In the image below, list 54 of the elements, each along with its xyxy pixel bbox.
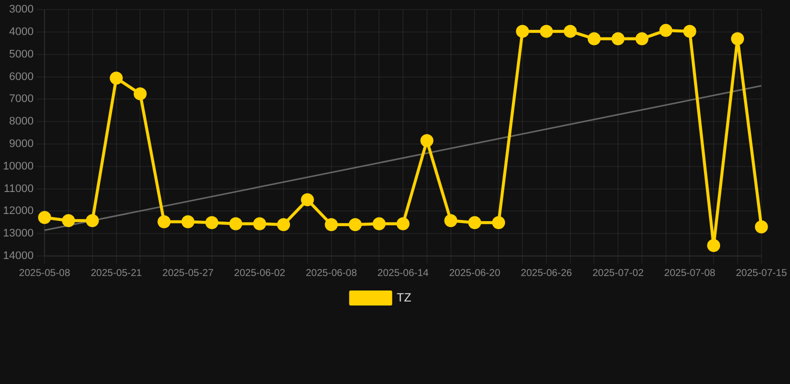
point <box>683 24 696 38</box>
y-tick-label: 7000 <box>9 93 34 106</box>
x-tick-label: 2025-07-02 <box>592 268 644 279</box>
x-tick-label: 2025-05-21 <box>90 268 142 279</box>
point <box>540 24 553 38</box>
y-tick-label: 8000 <box>9 116 34 128</box>
point <box>612 32 625 46</box>
point <box>635 32 648 46</box>
point <box>707 238 720 252</box>
y-tick-label: 10000 <box>2 160 34 172</box>
point <box>62 214 75 228</box>
y-tick-label: 9000 <box>9 138 34 150</box>
point <box>372 217 386 230</box>
y-tick-label: 5000 <box>9 48 34 60</box>
point <box>205 216 218 230</box>
point <box>492 216 506 230</box>
y-tick-label: 14000 <box>2 250 34 262</box>
x-tick-label: 2025-07-15 <box>736 268 788 279</box>
point <box>420 134 434 148</box>
point <box>396 217 410 230</box>
x-tick-label: 2025-05-08 <box>19 268 71 279</box>
point <box>277 218 290 232</box>
point <box>158 215 171 228</box>
point <box>468 216 482 230</box>
x-tick-label: 2025-07-08 <box>664 268 716 279</box>
y-tick-label: 11000 <box>4 182 34 195</box>
point <box>754 220 768 234</box>
point <box>659 24 672 37</box>
point <box>181 215 194 228</box>
point <box>324 218 338 232</box>
legend-label: TZ <box>396 290 412 304</box>
x-tick-label: 2025-06-26 <box>520 268 572 279</box>
point <box>444 214 458 228</box>
point <box>564 24 577 38</box>
point <box>110 72 123 85</box>
y-tick-label: 4000 <box>9 26 34 38</box>
x-tick-label: 2025-06-08 <box>306 268 358 279</box>
point <box>348 218 362 232</box>
x-tick-label: 2025-06-14 <box>377 268 430 279</box>
x-tick-label: 2025-05-27 <box>162 268 214 279</box>
point <box>229 217 242 230</box>
point <box>253 217 266 230</box>
point <box>134 87 147 100</box>
point <box>86 214 99 228</box>
y-tick-label: 12000 <box>2 205 34 218</box>
point <box>731 32 744 46</box>
point <box>516 24 529 38</box>
x-tick-label: 2025-06-20 <box>449 268 501 279</box>
point <box>588 32 601 46</box>
x-tick-label: 2025-06-02 <box>234 268 286 279</box>
y-tick-label: 3000 <box>9 4 34 16</box>
y-tick-label: 13000 <box>2 228 34 240</box>
point <box>300 193 314 206</box>
y-tick-label: 6000 <box>9 70 34 83</box>
